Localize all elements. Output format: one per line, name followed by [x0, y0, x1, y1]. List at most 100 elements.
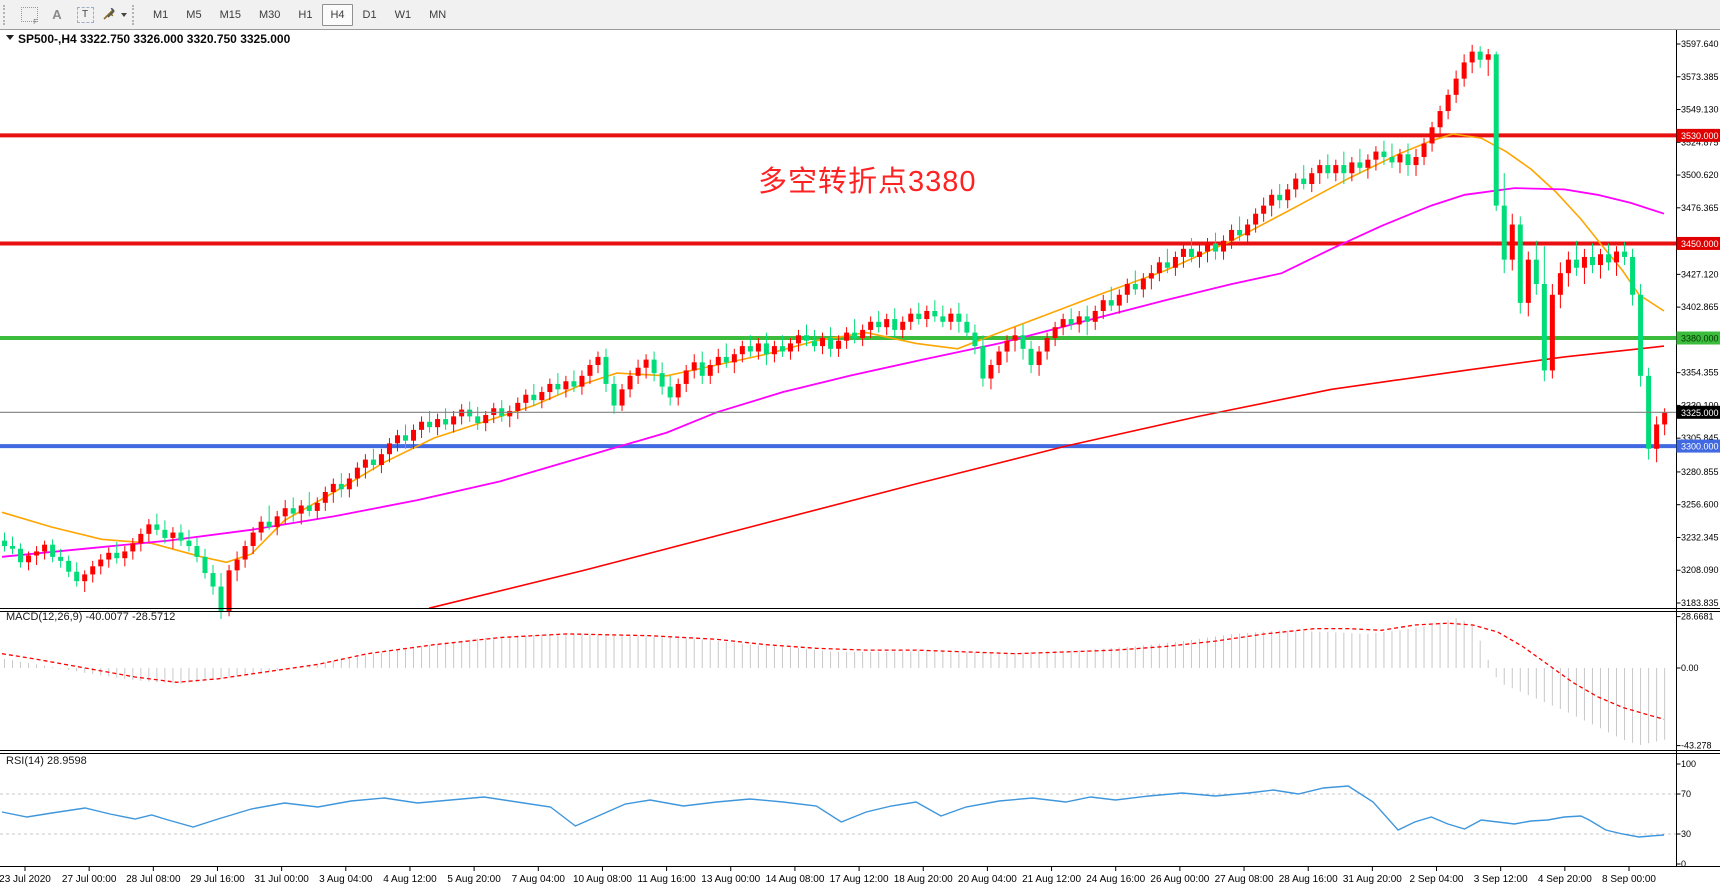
- price-level-label-3530[interactable]: 3530.000: [1681, 131, 1719, 141]
- candle-body: [507, 410, 513, 417]
- candle-body: [50, 544, 56, 557]
- rsi-line: [1, 785, 1665, 838]
- candle-body: [1533, 259, 1539, 284]
- candle-body: [956, 313, 962, 322]
- candle-body: [916, 313, 922, 320]
- candle-body: [1397, 154, 1403, 163]
- candle-body: [1084, 316, 1090, 322]
- candle-body: [98, 559, 104, 567]
- candle-body: [250, 532, 256, 547]
- chevron-down-icon[interactable]: [121, 12, 127, 17]
- candle-body: [234, 559, 240, 571]
- candle-body: [18, 548, 24, 563]
- candle-body: [427, 421, 433, 428]
- candle-body: [122, 551, 128, 559]
- timeframe-button-MN[interactable]: MN: [429, 8, 447, 21]
- bid-price-label[interactable]: 3325.000: [1681, 408, 1719, 418]
- time-axis-label: 27 Aug 08:00: [1215, 874, 1274, 885]
- text-box-icon[interactable]: T: [72, 3, 98, 27]
- bid-price-label-bg: [1676, 405, 1720, 419]
- candle-body: [1172, 256, 1178, 268]
- price-tick-label: 3476.365: [1681, 203, 1719, 213]
- time-axis-label: 10 Aug 08:00: [573, 874, 632, 885]
- candle-body: [290, 508, 296, 514]
- candle-body: [2, 540, 7, 547]
- time-axis-label: 26 Aug 00:00: [1150, 874, 1209, 885]
- candle-body: [34, 551, 40, 556]
- candle-body: [804, 335, 809, 341]
- time-axis-label: 20 Aug 04:00: [958, 874, 1017, 885]
- timeframe-button-D1[interactable]: D1: [362, 8, 377, 21]
- candle-body: [370, 459, 376, 465]
- candle-body: [820, 338, 826, 347]
- price-level-label-3300-bg: [1676, 439, 1720, 453]
- price-axis[interactable]: 3597.640 3573.385 3549.130 3524.875 3500.620…: [1676, 39, 1720, 869]
- macd-indicator-label: MACD(12,26,9) -40.0077 -28.5712: [6, 611, 176, 623]
- timeframe-button-M1[interactable]: M1: [153, 8, 169, 21]
- candle-body: [483, 415, 489, 424]
- timeframe-button-M15[interactable]: M15: [219, 8, 241, 21]
- candle-body: [932, 310, 938, 317]
- price-level-label-3530-bg: [1676, 128, 1720, 142]
- rsi-tick-label: 70: [1681, 789, 1691, 799]
- candle-body: [771, 346, 777, 355]
- timeframe-button-M5[interactable]: M5: [186, 8, 202, 21]
- time-axis-label: 23 Jul 2020: [0, 874, 51, 885]
- text-label-icon[interactable]: A: [52, 7, 62, 22]
- timeframe-button-H4[interactable]: H4: [322, 3, 353, 26]
- candle-body: [42, 544, 48, 552]
- toolbar-grip[interactable]: [132, 4, 141, 25]
- price-level-label-3380[interactable]: 3380.000: [1681, 334, 1719, 344]
- candle-body: [812, 340, 818, 347]
- candle-body: [531, 394, 537, 401]
- candle-body: [186, 540, 192, 547]
- time-axis-label: 8 Sep 00:00: [1602, 874, 1656, 885]
- candle-body: [1662, 412, 1668, 425]
- candle-body: [779, 346, 785, 352]
- candle-body: [314, 502, 320, 511]
- price-tick-label: 3549.130: [1681, 105, 1719, 115]
- timeframe-button-H1[interactable]: H1: [298, 8, 313, 21]
- horizontal-level-lines[interactable]: [0, 133, 1677, 449]
- template-f-icon[interactable]: F: [16, 3, 42, 27]
- toolbar-grip[interactable]: [3, 4, 12, 25]
- symbol-collapse-icon[interactable]: [6, 35, 14, 40]
- price-tick-label: 3597.640: [1681, 39, 1719, 49]
- time-axis[interactable]: 23 Jul 2020 27 Jul 00:00 28 Jul 08:00 29 Ju…: [0, 866, 1656, 885]
- price-level-label-3450[interactable]: 3450.000: [1681, 239, 1719, 249]
- price-level-label-3300[interactable]: 3300.000: [1681, 442, 1719, 452]
- candle-body: [178, 532, 184, 541]
- candle-body: [266, 521, 272, 528]
- candle-body: [627, 375, 633, 390]
- candle-body: [876, 321, 882, 328]
- candle-body: [900, 321, 906, 330]
- price-tick-label: 3305.845: [1681, 433, 1719, 443]
- timeframe-button-W1[interactable]: W1: [394, 8, 412, 21]
- arrows-glyph: [103, 7, 115, 20]
- price-tick-label: 3330.100: [1681, 400, 1719, 410]
- candle-body: [459, 409, 465, 417]
- candle-body: [619, 389, 625, 406]
- price-tick-label: 3232.345: [1681, 532, 1719, 542]
- candle-body: [996, 351, 1002, 366]
- candle-body: [106, 552, 112, 560]
- candle-body: [852, 332, 858, 339]
- price-level-label-3450-bg: [1676, 236, 1720, 250]
- candle-body: [1229, 229, 1235, 241]
- candle-body: [1630, 256, 1636, 295]
- candle-body: [1622, 251, 1628, 257]
- candle-body: [1004, 340, 1010, 352]
- timeframe-button-M30[interactable]: M30: [258, 8, 281, 21]
- macd-tick-label: -43.278: [1681, 741, 1712, 751]
- candle-body: [114, 552, 120, 559]
- arrow-objects-icon[interactable]: [100, 3, 128, 27]
- candle-body: [1461, 62, 1467, 79]
- time-axis-label: 4 Sep 20:00: [1538, 874, 1592, 885]
- candle-body: [1196, 251, 1202, 257]
- macd-tick-label: 0.00: [1681, 663, 1699, 673]
- candle-body: [1108, 300, 1114, 306]
- chart-annotation-text[interactable]: 多空转折点3380: [758, 166, 977, 198]
- candle-body: [138, 533, 144, 544]
- candle-body: [515, 402, 521, 411]
